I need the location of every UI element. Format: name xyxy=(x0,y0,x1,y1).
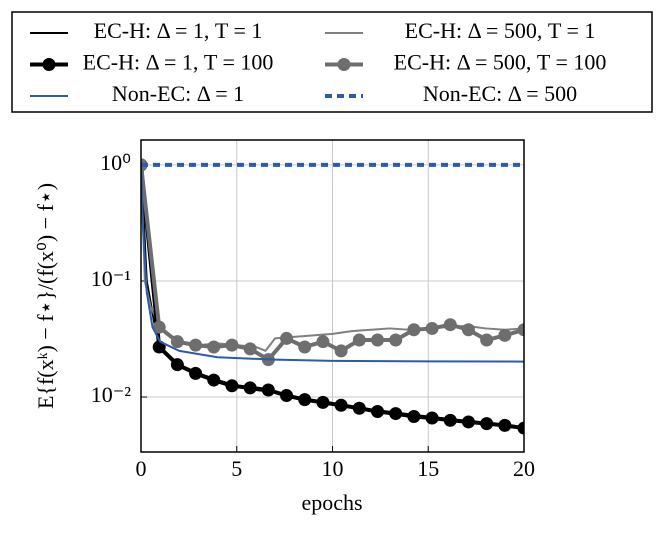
series-marker xyxy=(243,381,257,395)
series-marker xyxy=(189,366,203,380)
legend-label: EC-H: Δ = 500, T = 100 xyxy=(394,50,607,75)
legend-label: Non-EC: Δ = 500 xyxy=(423,81,577,106)
series-marker xyxy=(407,409,421,423)
series-marker xyxy=(152,320,166,334)
series-marker xyxy=(280,331,294,345)
series-marker xyxy=(443,318,457,332)
plot-lines xyxy=(141,158,524,435)
series-marker xyxy=(517,421,524,435)
series-marker xyxy=(170,335,184,349)
x-tick-label: 0 xyxy=(136,456,147,481)
series-marker xyxy=(189,338,203,352)
series-line xyxy=(141,164,524,363)
series-marker xyxy=(334,344,348,358)
x-tick-label: 10 xyxy=(322,456,344,481)
series-marker xyxy=(225,338,239,352)
series-marker xyxy=(261,383,275,397)
series-marker xyxy=(480,333,494,347)
series-marker xyxy=(207,340,221,354)
y-tick-label: 10⁻² xyxy=(91,382,132,407)
legend-marker xyxy=(42,58,56,71)
series-marker xyxy=(334,398,348,412)
series-marker xyxy=(389,407,403,421)
series-marker xyxy=(389,333,403,347)
x-tick-label: 15 xyxy=(417,456,439,481)
series-marker xyxy=(407,323,421,337)
series-line xyxy=(141,164,524,431)
series-marker xyxy=(498,328,512,342)
series-marker xyxy=(443,413,457,427)
legend-label: EC-H: Δ = 1, T = 1 xyxy=(94,18,263,43)
y-tick-label: 10⁰ xyxy=(100,150,131,175)
legend-marker xyxy=(337,58,351,71)
series-marker xyxy=(352,401,366,415)
series-marker xyxy=(461,415,475,429)
series-marker xyxy=(480,417,494,431)
x-axis-label: epochs xyxy=(301,490,362,515)
legend-label: Non-EC: Δ = 1 xyxy=(112,81,244,106)
series-marker xyxy=(498,418,512,432)
series-marker xyxy=(461,323,475,337)
y-axis-label: E{f(xᵏ) − f⋆}/(f(x⁰) − f⋆) xyxy=(33,183,58,409)
x-tick-label: 20 xyxy=(513,456,535,481)
y-tick-label: 10⁻¹ xyxy=(91,266,131,291)
series-line xyxy=(141,164,524,362)
series-marker xyxy=(207,373,221,387)
series-marker xyxy=(316,335,330,349)
series-marker xyxy=(280,389,294,403)
legend-label: EC-H: Δ = 1, T = 100 xyxy=(83,50,274,75)
legend-label: EC-H: Δ = 500, T = 1 xyxy=(405,18,596,43)
series-marker xyxy=(371,405,385,419)
series-marker xyxy=(225,379,239,393)
series-marker xyxy=(371,333,385,347)
series-marker xyxy=(298,340,312,354)
series-marker xyxy=(425,411,439,425)
series-marker xyxy=(316,395,330,409)
series-marker xyxy=(298,393,312,407)
legend-box xyxy=(11,11,653,113)
x-tick-label: 5 xyxy=(231,456,242,481)
series-marker xyxy=(243,342,257,356)
series-marker xyxy=(425,321,439,335)
series-marker xyxy=(170,358,184,372)
series-marker xyxy=(352,333,366,347)
plot-frame xyxy=(140,139,525,453)
series-marker xyxy=(517,323,524,337)
